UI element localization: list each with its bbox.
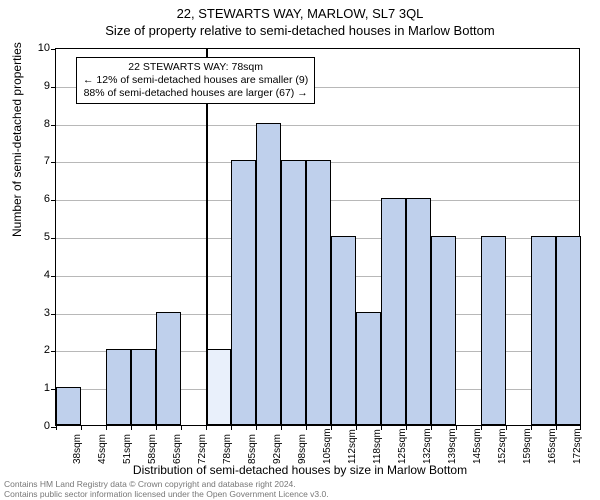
histogram-bar — [206, 349, 231, 425]
x-tick-label: 45sqm — [97, 434, 108, 464]
histogram-bar — [156, 312, 181, 425]
x-tick-label: 172sqm — [572, 428, 583, 464]
x-tick-label: 58sqm — [147, 434, 158, 464]
histogram-bar — [256, 123, 281, 425]
x-tick-label: 78sqm — [222, 434, 233, 464]
y-tick — [51, 238, 56, 239]
histogram-bar — [331, 236, 356, 425]
y-tick — [51, 125, 56, 126]
histogram-bar — [481, 236, 506, 425]
x-tick — [306, 425, 307, 430]
histogram-bar — [381, 198, 406, 425]
x-tick-label: 51sqm — [122, 434, 133, 464]
plot-area: 22 STEWARTS WAY: 78sqm← 12% of semi-deta… — [55, 48, 580, 426]
y-tick-label: 2 — [44, 344, 50, 356]
x-tick-label: 38sqm — [72, 434, 83, 464]
histogram-bar — [356, 312, 381, 425]
y-tick-label: 1 — [44, 382, 50, 394]
gridline — [56, 125, 579, 126]
x-tick-label: 165sqm — [547, 428, 558, 464]
histogram-bar — [131, 349, 156, 425]
y-tick — [51, 351, 56, 352]
histogram-bar — [281, 160, 306, 425]
annotation-line: 88% of semi-detached houses are larger (… — [83, 87, 308, 100]
annotation-line: ← 12% of semi-detached houses are smalle… — [83, 74, 308, 87]
histogram-bar — [556, 236, 581, 425]
x-tick — [231, 425, 232, 430]
x-tick-label: 112sqm — [347, 429, 358, 464]
y-tick — [51, 162, 56, 163]
x-tick — [181, 425, 182, 430]
histogram-bar — [106, 349, 131, 425]
x-tick — [206, 425, 207, 430]
y-tick — [51, 276, 56, 277]
annotation-box: 22 STEWARTS WAY: 78sqm← 12% of semi-deta… — [76, 57, 315, 104]
x-tick — [56, 425, 57, 430]
x-tick-label: 132sqm — [422, 428, 433, 464]
x-tick-label: 85sqm — [247, 434, 258, 464]
footer-line: Contains HM Land Registry data © Crown c… — [4, 479, 329, 489]
y-tick-label: 9 — [44, 80, 50, 92]
x-tick-label: 125sqm — [397, 428, 408, 464]
x-axis-title: Distribution of semi-detached houses by … — [0, 463, 600, 477]
histogram-bar — [531, 236, 556, 425]
reference-line — [206, 49, 208, 425]
y-tick — [51, 314, 56, 315]
x-tick-label: 152sqm — [497, 428, 508, 464]
y-tick-label: 3 — [44, 307, 50, 319]
footer-attribution: Contains HM Land Registry data © Crown c… — [4, 479, 329, 499]
x-tick-label: 98sqm — [297, 434, 308, 464]
chart-title: Size of property relative to semi-detach… — [0, 21, 600, 38]
x-tick-label: 72sqm — [197, 434, 208, 464]
y-tick-label: 6 — [44, 193, 50, 205]
y-axis-title: Number of semi-detached properties — [10, 42, 24, 237]
y-tick — [51, 87, 56, 88]
x-tick-label: 65sqm — [172, 434, 183, 464]
x-tick-label: 118sqm — [372, 429, 383, 464]
x-tick-label: 105sqm — [322, 428, 333, 464]
x-tick — [131, 425, 132, 430]
histogram-bar — [56, 387, 81, 425]
histogram-bar — [431, 236, 456, 425]
y-tick-label: 10 — [38, 42, 50, 54]
histogram-bar — [406, 198, 431, 425]
y-tick — [51, 200, 56, 201]
y-tick-label: 0 — [44, 420, 50, 432]
x-tick — [256, 425, 257, 430]
x-tick-label: 139sqm — [447, 428, 458, 464]
x-tick — [281, 425, 282, 430]
y-tick-label: 5 — [44, 231, 50, 243]
x-tick-label: 145sqm — [472, 428, 483, 464]
y-tick-label: 7 — [44, 155, 50, 167]
chart-supertitle: 22, STEWARTS WAY, MARLOW, SL7 3QL — [0, 0, 600, 21]
y-tick-label: 4 — [44, 269, 50, 281]
y-tick-label: 8 — [44, 118, 50, 130]
histogram-bar — [231, 160, 256, 425]
x-tick — [106, 425, 107, 430]
x-tick-label: 159sqm — [522, 428, 533, 464]
x-tick — [156, 425, 157, 430]
y-tick — [51, 49, 56, 50]
annotation-line: 22 STEWARTS WAY: 78sqm — [83, 61, 308, 74]
x-tick — [81, 425, 82, 430]
footer-line: Contains public sector information licen… — [4, 489, 329, 499]
histogram-bar — [306, 160, 331, 425]
x-tick-label: 92sqm — [272, 434, 283, 464]
